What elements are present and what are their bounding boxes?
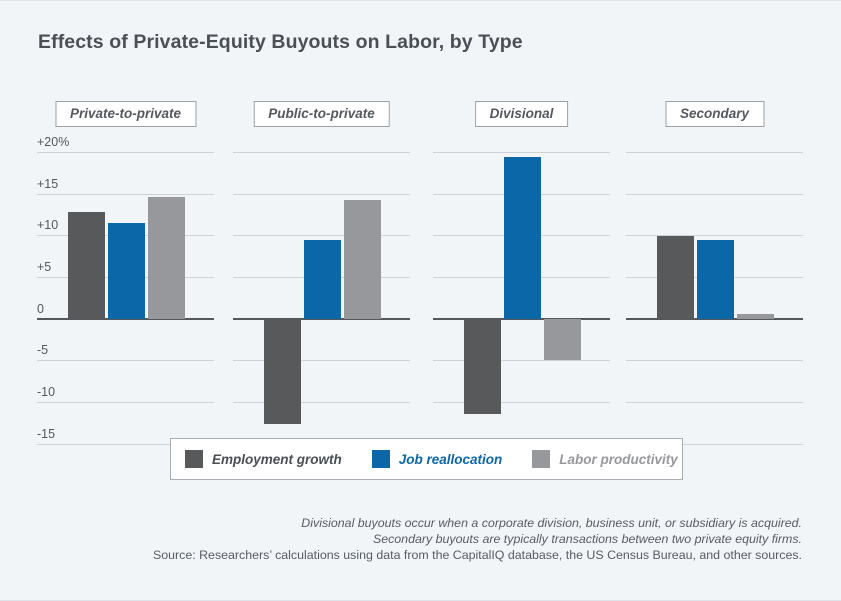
bar-employment-growth xyxy=(264,318,301,424)
bar-job-reallocation xyxy=(504,157,541,319)
gridline xyxy=(37,360,214,362)
legend-label: Employment growth xyxy=(212,451,342,467)
y-axis-tick-label: +5 xyxy=(37,260,52,275)
bar-employment-growth xyxy=(464,318,501,415)
y-axis-tick-label: +15 xyxy=(37,176,59,191)
source-note: Source: Researchers’ calculations using … xyxy=(152,548,802,562)
legend-swatch-icon xyxy=(532,450,551,468)
panel-label: Divisional xyxy=(474,101,569,127)
gridline xyxy=(233,193,410,195)
zero-axis-line xyxy=(433,317,610,320)
chart-panel: Secondary xyxy=(626,101,803,456)
legend-swatch-icon xyxy=(185,450,203,468)
zero-axis-line xyxy=(233,317,410,320)
gridline xyxy=(37,402,214,403)
y-axis-tick-label: -10 xyxy=(37,385,56,399)
bar-job-reallocation xyxy=(697,240,734,319)
panel-label: Public-to-private xyxy=(253,101,390,127)
bar-labor-productivity xyxy=(544,318,581,361)
panel-label: Private-to-private xyxy=(54,101,197,127)
y-axis-tick-label: -5 xyxy=(37,343,49,358)
footnote-secondary: Secondary buyouts are typically transact… xyxy=(372,532,802,546)
bar-employment-growth xyxy=(68,212,105,319)
gridline xyxy=(626,402,803,403)
legend-item-labor-productivity: Labor productivity xyxy=(532,450,678,468)
zero-axis-line xyxy=(37,317,214,320)
chart-panel: Divisional xyxy=(433,101,610,456)
chart-legend: Employment growth Job reallocation Labor p… xyxy=(170,438,683,480)
gridline xyxy=(37,443,214,445)
gridline xyxy=(37,193,214,195)
gridline xyxy=(233,360,410,362)
gridline xyxy=(433,360,610,362)
gridline xyxy=(433,152,610,154)
gridline xyxy=(626,152,803,154)
bar-labor-productivity xyxy=(148,197,185,319)
y-axis-tick-label: +20% xyxy=(37,135,70,150)
gridline xyxy=(233,402,410,403)
gridline xyxy=(233,235,410,237)
footnote-divisional: Divisional buyouts occur when a corporat… xyxy=(301,516,802,530)
gridline xyxy=(37,152,214,154)
bar-labor-productivity xyxy=(737,313,774,319)
gridline xyxy=(626,235,803,237)
legend-swatch-icon xyxy=(371,450,390,468)
bar-job-reallocation xyxy=(304,239,341,319)
gridline xyxy=(626,360,803,362)
figure-notes: Divisional buyouts occur when a corporat… xyxy=(153,515,802,563)
legend-label: Labor productivity xyxy=(559,451,678,467)
legend-label: Job reallocation xyxy=(398,451,503,467)
y-axis-tick-label: -15 xyxy=(37,426,56,441)
chart-title: Effects of Private-Equity Buyouts on Lab… xyxy=(38,31,523,53)
y-axis-tick-label: +10 xyxy=(37,218,59,233)
gridline xyxy=(626,193,803,195)
gridline xyxy=(433,402,610,403)
panel-label: Secondary xyxy=(664,101,765,127)
bar-employment-growth xyxy=(657,236,694,319)
gridline xyxy=(233,152,410,154)
chart-panel: Private-to-private +20% +15 +10 +5 0 -5 -10 -15 xyxy=(37,101,214,456)
bar-job-reallocation xyxy=(108,222,145,319)
legend-item-employment-growth: Employment growth xyxy=(185,450,342,468)
zero-axis-line xyxy=(626,317,803,320)
y-axis-tick-label: 0 xyxy=(37,301,44,316)
legend-item-job-reallocation: Job reallocation xyxy=(371,450,503,468)
chart-panel: Public-to-private xyxy=(233,101,410,456)
gridline xyxy=(626,443,803,445)
bar-labor-productivity xyxy=(344,200,381,319)
